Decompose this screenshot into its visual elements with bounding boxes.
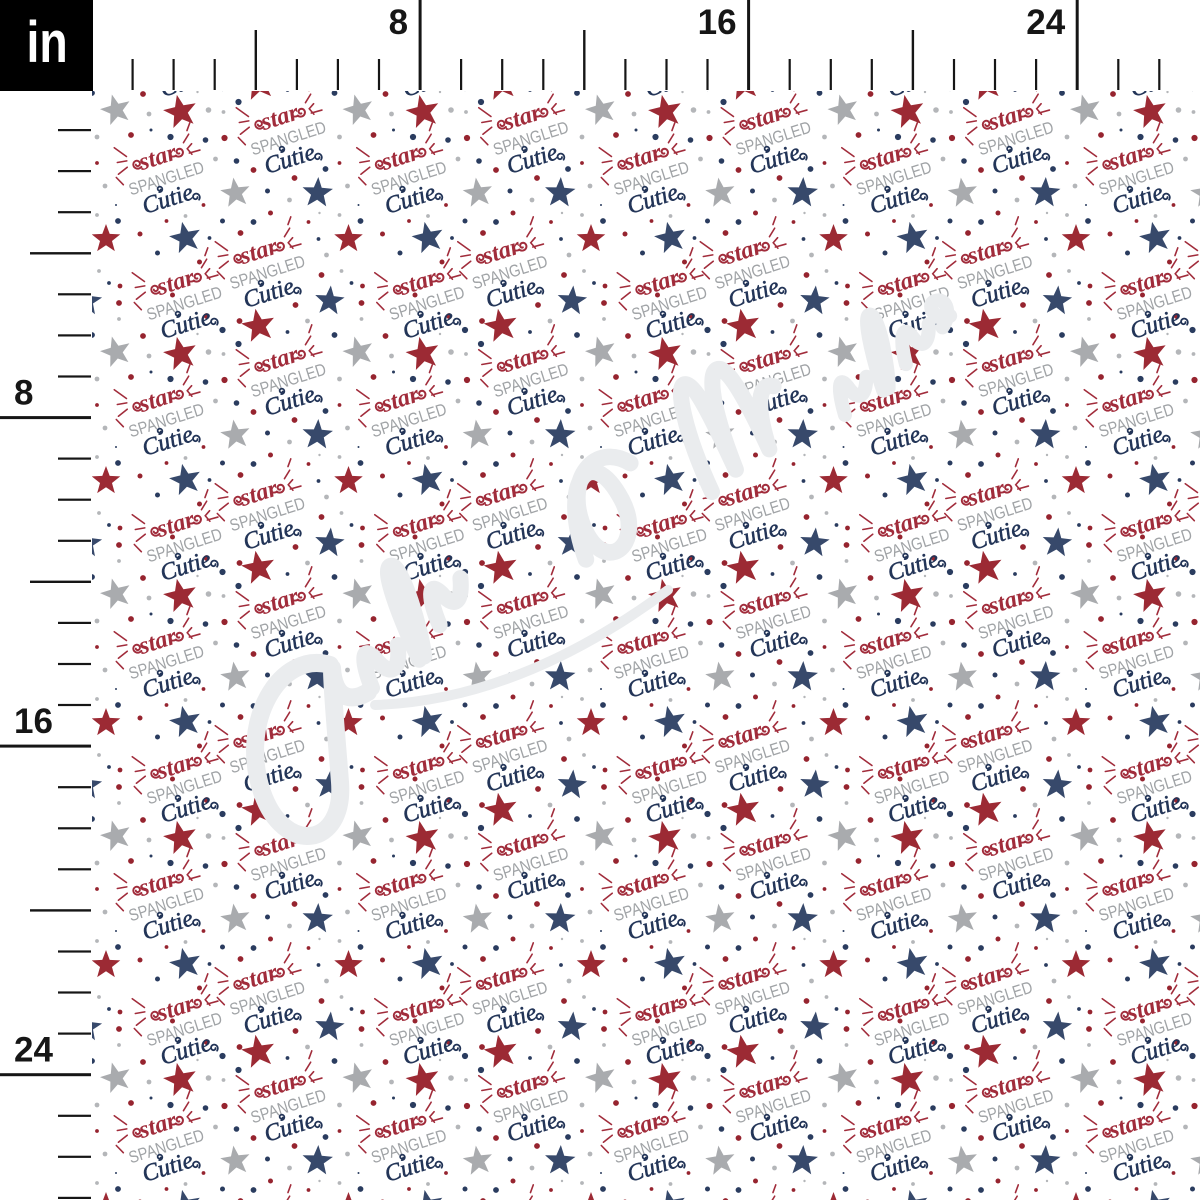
svg-text:in: in	[27, 10, 68, 75]
svg-text:16: 16	[698, 3, 737, 42]
svg-text:24: 24	[1026, 3, 1065, 42]
svg-text:16: 16	[14, 702, 53, 741]
svg-text:8: 8	[14, 374, 33, 413]
svg-text:8: 8	[389, 3, 408, 42]
svg-text:24: 24	[14, 1031, 53, 1070]
